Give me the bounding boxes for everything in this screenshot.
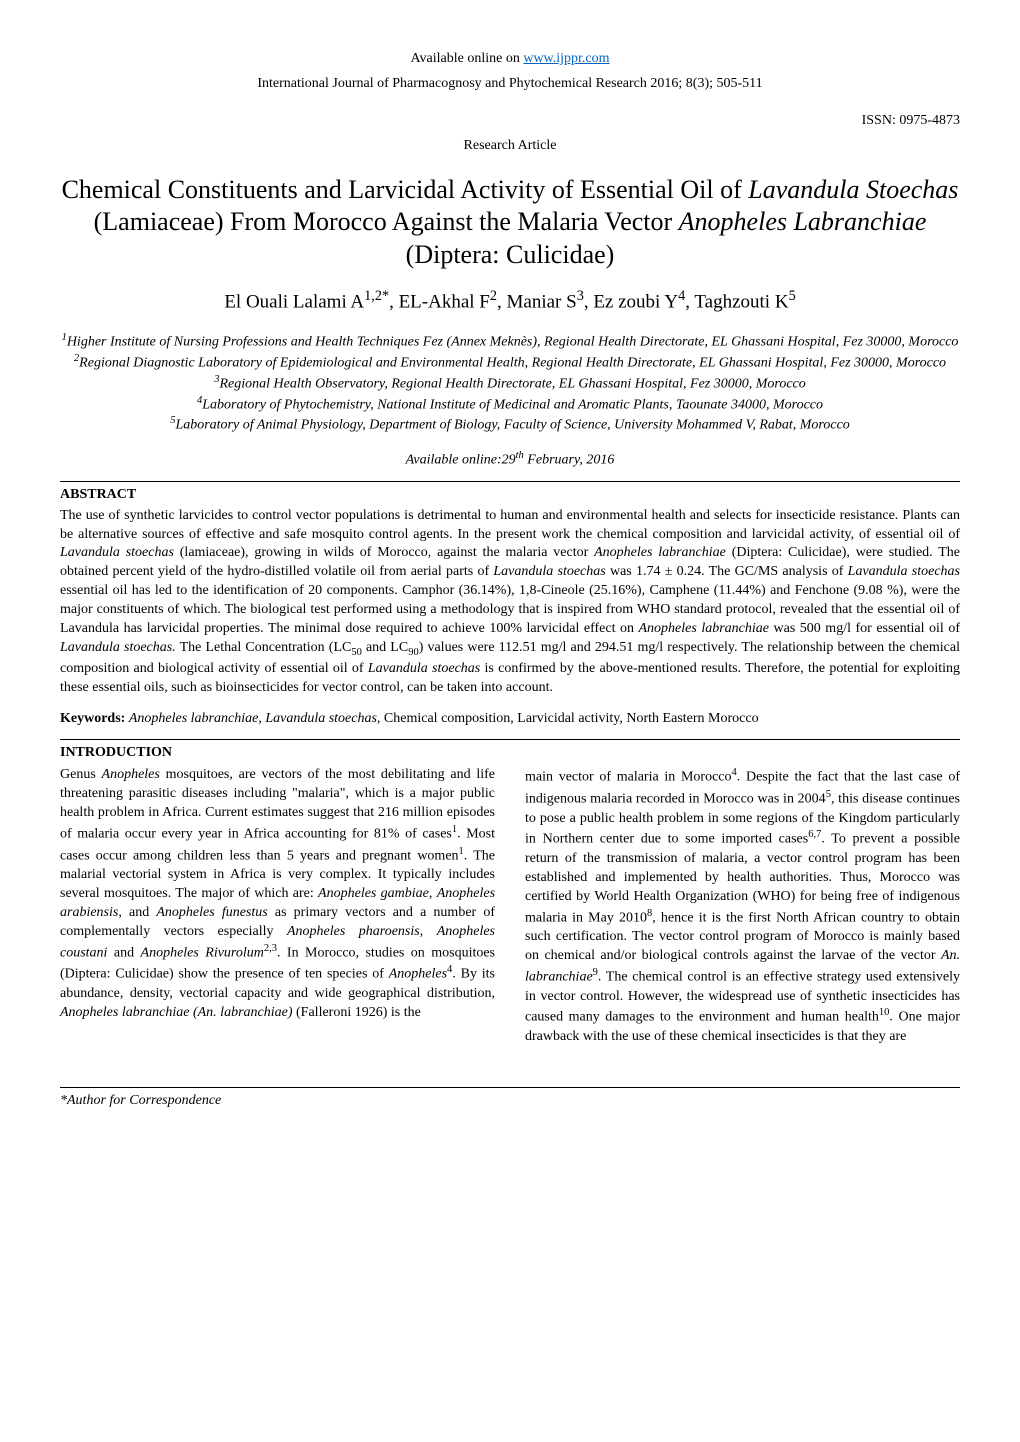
paper-title: Chemical Constituents and Larvicidal Act… xyxy=(60,174,960,272)
divider-top xyxy=(60,481,960,482)
title-italic1: Lavandula Stoechas xyxy=(748,175,958,204)
affiliation-3: 3Regional Health Observatory, Regional H… xyxy=(60,373,960,394)
keyword-2: Lavandula stoechas, xyxy=(265,711,380,726)
title-italic2: Anopheles Labranchiae xyxy=(679,207,927,236)
header-available: Available online on www.ijppr.com xyxy=(60,50,960,69)
introduction-heading: INTRODUCTION xyxy=(60,744,960,763)
available-online-date: Available online:29th February, 2016 xyxy=(60,449,960,471)
keywords-rest: Chemical composition, Larvicidal activit… xyxy=(380,711,758,726)
affiliation-4: 4Laboratory of Phytochemistry, National … xyxy=(60,394,960,415)
authors-line: El Ouali Lalami A1,2*, EL-Akhal F2, Mani… xyxy=(60,287,960,315)
introduction-col-left: Genus Anopheles mosquitoes, are vectors … xyxy=(60,766,495,1046)
introduction-col-right: main vector of malaria in Morocco4. Desp… xyxy=(525,766,960,1046)
introduction-columns: Genus Anopheles mosquitoes, are vectors … xyxy=(60,766,960,1046)
affiliation-1: 1Higher Institute of Nursing Professions… xyxy=(60,331,960,352)
issn-label: ISSN: 0975-4873 xyxy=(60,112,960,131)
abstract-heading: ABSTRACT xyxy=(60,486,960,505)
abstract-body: The use of synthetic larvicides to contr… xyxy=(60,507,960,698)
journal-url-link[interactable]: www.ijppr.com xyxy=(523,51,609,66)
available-prefix: Available online on xyxy=(410,51,523,66)
title-part3: (Diptera: Culicidae) xyxy=(406,240,615,269)
keywords-line: Keywords: Anopheles labranchiae, Lavandu… xyxy=(60,710,960,729)
affiliations-block: 1Higher Institute of Nursing Professions… xyxy=(60,331,960,435)
divider-mid xyxy=(60,739,960,740)
journal-citation: International Journal of Pharmacognosy a… xyxy=(60,75,960,94)
title-part1: Chemical Constituents and Larvicidal Act… xyxy=(62,175,749,204)
affiliation-5: 5Laboratory of Animal Physiology, Depart… xyxy=(60,414,960,435)
affiliation-2: 2Regional Diagnostic Laboratory of Epide… xyxy=(60,352,960,373)
title-part2: (Lamiaceae) From Morocco Against the Mal… xyxy=(94,207,679,236)
article-type: Research Article xyxy=(60,137,960,156)
keywords-label: Keywords: xyxy=(60,711,125,726)
keyword-1: Anopheles labranchiae xyxy=(129,711,258,726)
corresponding-author-note: *Author for Correspondence xyxy=(60,1087,960,1111)
